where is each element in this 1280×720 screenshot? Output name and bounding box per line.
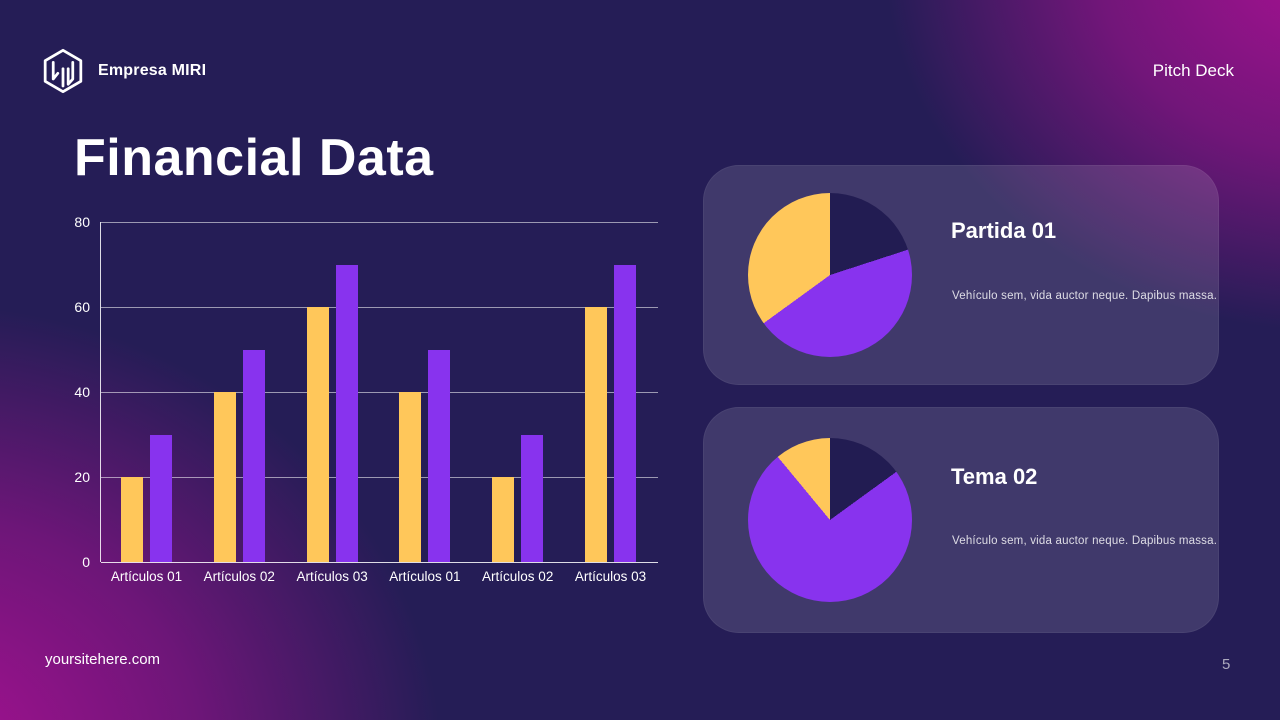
yellow-series-bar	[584, 307, 607, 562]
purple-series-bar	[335, 264, 358, 562]
card-tema-02: Tema 02 Vehículo sem, vida auctor neque.…	[703, 407, 1219, 633]
category-label: Artículos 03	[296, 569, 368, 584]
slide-header: Empresa MIRI Pitch Deck	[42, 48, 1234, 94]
y-tick-label: 40	[74, 384, 90, 400]
category-label: Artículos 01	[389, 569, 461, 584]
yellow-series-bar	[213, 392, 236, 562]
gridline	[101, 306, 658, 308]
yellow-series-bar	[121, 477, 143, 562]
page-number: 5	[1222, 656, 1231, 673]
company-logo-icon	[43, 48, 83, 94]
bar-chart-groups: Artículos 01 Artículos 02 Artículos 03 Artí…	[101, 222, 658, 584]
bar-group: Artículos 02	[482, 222, 553, 584]
pie-chart-tema-02	[748, 438, 912, 602]
card-title: Tema 02	[951, 464, 1038, 489]
yellow-series-bar	[492, 477, 515, 562]
yellow-series-bar	[399, 392, 422, 562]
category-label: Artículos 02	[203, 569, 275, 584]
category-label: Artículos 02	[482, 569, 554, 584]
bar-chart-plot: Artículos 01 Artículos 02 Artículos 03 Artí…	[100, 221, 658, 584]
purple-series-bar	[428, 349, 451, 562]
pie-chart-partida-01	[748, 193, 912, 357]
bar-group: Artículos 01	[111, 222, 182, 584]
card-title: Partida 01	[951, 218, 1057, 243]
y-tick-label: 80	[74, 214, 90, 230]
website-link: yoursitehere.com	[45, 651, 161, 668]
purple-series-bar	[150, 434, 172, 562]
bar-group: Artículos 02	[204, 222, 275, 584]
purple-series-bar	[521, 434, 544, 562]
gridline	[101, 391, 658, 393]
page-title: Financial Data	[74, 129, 434, 187]
gridline	[101, 476, 658, 478]
category-label: Artículos 03	[574, 569, 647, 584]
bar-group: Artículos 03	[575, 222, 646, 584]
y-tick-label: 0	[82, 554, 90, 570]
bar-chart: 0 20 40 60 80 Artículos 01 Artículos 02 Artícu…	[62, 214, 658, 584]
company-name: Empresa MIRI	[98, 62, 207, 79]
purple-series-bar	[242, 349, 265, 562]
bar-chart-y-axis: 0 20 40 60 80	[62, 214, 100, 570]
card-description: Vehículo sem, vida auctor neque. Dapibus…	[952, 290, 1218, 302]
gridline	[101, 221, 658, 223]
purple-series-bar	[613, 264, 636, 562]
yellow-series-bar	[306, 307, 329, 562]
y-tick-label: 20	[74, 469, 90, 485]
gridline	[101, 561, 658, 563]
bar-group: Artículos 03	[296, 222, 368, 584]
y-tick-label: 60	[74, 299, 90, 315]
card-description: Vehículo sem, vida auctor neque. Dapibus…	[952, 535, 1218, 547]
card-partida-01: Partida 01 Vehículo sem, vida auctor neq…	[703, 165, 1219, 385]
category-label: Artículos 01	[110, 569, 183, 584]
bar-group: Artículos 01	[389, 222, 461, 584]
deck-label: Pitch Deck	[1152, 61, 1234, 80]
